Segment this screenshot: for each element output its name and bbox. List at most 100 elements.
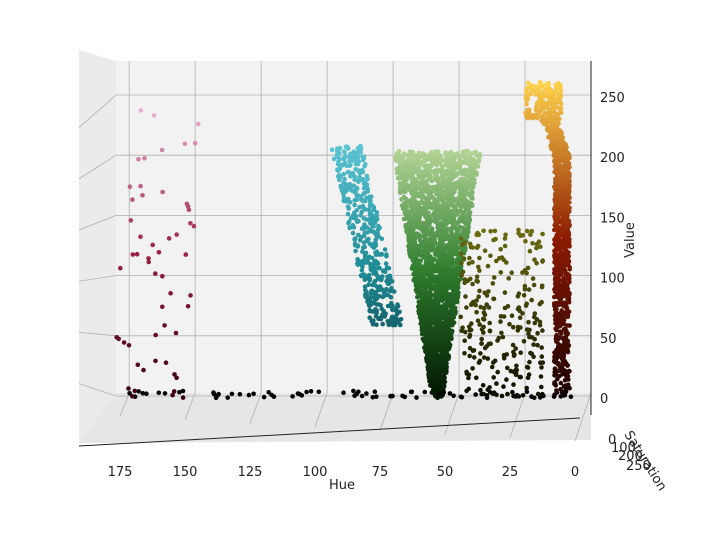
- data-point: [509, 270, 514, 276]
- data-point: [420, 241, 426, 246]
- data-point: [367, 197, 373, 202]
- data-point: [350, 223, 356, 228]
- x-tick-label: 150: [173, 465, 198, 480]
- data-point: [538, 244, 543, 249]
- data-point: [364, 173, 370, 179]
- data-point: [522, 283, 528, 289]
- data-point: [487, 328, 493, 334]
- data-point: [559, 101, 564, 107]
- data-point: [555, 199, 560, 205]
- data-point: [434, 327, 440, 333]
- data-point: [434, 370, 440, 376]
- data-point: [367, 203, 373, 208]
- data-point: [557, 175, 563, 181]
- data-point: [406, 247, 412, 253]
- data-point: [450, 328, 455, 334]
- data-point: [409, 180, 415, 185]
- data-point: [553, 121, 559, 127]
- data-point: [420, 211, 426, 216]
- data-point: [481, 355, 487, 360]
- data-point: [432, 257, 437, 262]
- x-tick-label: 100: [303, 465, 328, 480]
- data-point: [363, 292, 368, 298]
- data-point: [427, 242, 433, 247]
- data-point: [447, 198, 453, 204]
- data-point: [444, 275, 450, 281]
- data-point: [378, 303, 383, 308]
- data-point: [520, 393, 526, 398]
- data-point: [359, 268, 365, 273]
- data-point: [426, 173, 432, 179]
- data-point: [460, 211, 466, 217]
- z-tick-label: 150: [600, 211, 625, 226]
- data-point: [507, 321, 512, 327]
- data-point: [144, 391, 149, 397]
- data-point: [409, 191, 415, 196]
- data-point: [450, 305, 456, 311]
- data-point: [444, 188, 450, 194]
- data-point: [486, 289, 491, 294]
- data-point: [153, 332, 158, 338]
- data-point: [423, 250, 429, 255]
- data-point: [341, 195, 347, 200]
- data-point: [531, 88, 537, 94]
- data-point: [561, 356, 566, 361]
- data-point: [400, 173, 405, 179]
- data-point: [539, 345, 544, 350]
- data-point: [422, 229, 427, 234]
- data-point: [407, 155, 412, 161]
- data-point: [361, 225, 367, 231]
- grid-line-floor: [249, 392, 262, 424]
- data-point: [416, 233, 422, 239]
- data-point: [477, 322, 483, 327]
- data-point: [482, 248, 488, 253]
- data-point: [458, 236, 464, 241]
- data-point: [564, 153, 569, 158]
- data-point: [467, 345, 473, 351]
- data-point: [438, 153, 443, 158]
- data-point: [544, 103, 549, 109]
- data-point: [520, 232, 526, 238]
- data-point: [558, 386, 563, 392]
- data-point: [565, 349, 571, 355]
- data-point: [556, 147, 561, 153]
- data-point: [562, 245, 567, 251]
- data-point: [410, 258, 416, 263]
- data-point: [553, 317, 558, 322]
- data-point: [465, 213, 470, 218]
- data-point: [416, 219, 422, 224]
- data-point: [558, 94, 564, 99]
- data-point: [407, 221, 412, 227]
- data-point: [384, 253, 389, 259]
- data-point: [459, 218, 464, 224]
- data-point: [368, 212, 373, 217]
- data-point: [525, 80, 531, 86]
- data-point: [459, 273, 465, 278]
- data-point: [427, 220, 432, 226]
- data-point: [395, 302, 400, 307]
- data-point: [261, 394, 267, 400]
- data-point: [341, 157, 347, 162]
- data-point: [537, 395, 543, 400]
- data-point: [464, 181, 469, 186]
- data-point: [368, 295, 374, 300]
- data-point: [341, 191, 346, 197]
- data-point: [491, 275, 497, 280]
- data-point: [424, 299, 430, 304]
- data-point: [532, 311, 538, 316]
- data-point: [528, 232, 533, 237]
- data-point: [479, 341, 484, 346]
- data-point: [383, 261, 389, 266]
- data-point: [389, 285, 394, 291]
- data-point: [512, 352, 517, 357]
- data-point: [481, 324, 486, 330]
- data-point: [396, 154, 401, 159]
- data-point: [418, 258, 424, 264]
- data-point: [413, 269, 419, 274]
- data-point: [469, 202, 475, 208]
- data-point: [502, 236, 508, 241]
- data-point: [447, 391, 453, 396]
- data-point: [389, 301, 394, 306]
- data-point: [353, 151, 359, 156]
- y-tick-label: 200: [618, 449, 643, 464]
